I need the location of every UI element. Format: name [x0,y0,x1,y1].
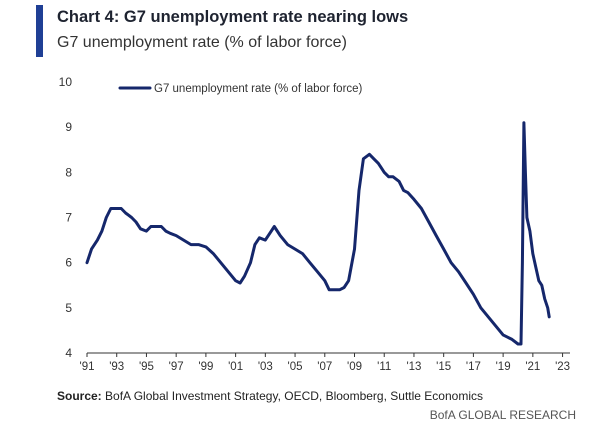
x-tick-label: '95 [139,361,154,373]
x-tick-label: '17 [466,361,481,373]
x-tick-label: '05 [288,361,303,373]
x-tick-label: '93 [109,361,124,373]
x-tick-label: '99 [198,361,213,373]
x-tick-label: '91 [80,361,95,373]
chart-subtitle: G7 unemployment rate (% of labor force) [57,34,347,51]
legend-label: G7 unemployment rate (% of labor force) [154,83,363,95]
x-tick-label: '15 [436,361,451,373]
y-tick-label: 5 [65,301,72,315]
x-tick-label: '01 [228,361,243,373]
y-tick-label: 9 [65,120,72,134]
y-tick-label: 4 [65,346,72,360]
y-axis-ticks: 4 5 6 7 8 9 10 [59,75,73,360]
series-group [85,121,551,346]
y-tick-label: 8 [65,165,72,179]
x-tick-label: '21 [525,361,540,373]
x-tick-label: '13 [406,361,421,373]
chart-title: Chart 4: G7 unemployment rate nearing lo… [57,8,409,26]
x-tick-label: '97 [169,361,184,373]
y-tick-label: 10 [59,75,73,89]
x-tick-label: '07 [317,361,332,373]
legend: G7 unemployment rate (% of labor force) [118,83,363,95]
y-tick-label: 6 [65,256,72,270]
branding: BofA GLOBAL RESEARCH [429,408,576,422]
y-tick-label: 7 [65,211,72,225]
x-tick-label: '11 [377,361,391,373]
source-text: BofA Global Investment Strategy, OECD, B… [105,389,483,403]
x-tick-label: '19 [496,361,511,373]
x-tick-label: '03 [258,361,273,373]
x-tick-label: '23 [555,361,570,373]
series-line [85,121,551,346]
source-note: Source: BofA Global Investment Strategy,… [57,389,483,403]
x-tick-label: '09 [347,361,362,373]
source-label: Source: [57,389,102,403]
x-axis: '91 '93 '95 '97 '99 '01 '03 '05 '07 '09 '11 '13 '15 '… [80,352,570,373]
title-accent-bar [36,5,43,57]
